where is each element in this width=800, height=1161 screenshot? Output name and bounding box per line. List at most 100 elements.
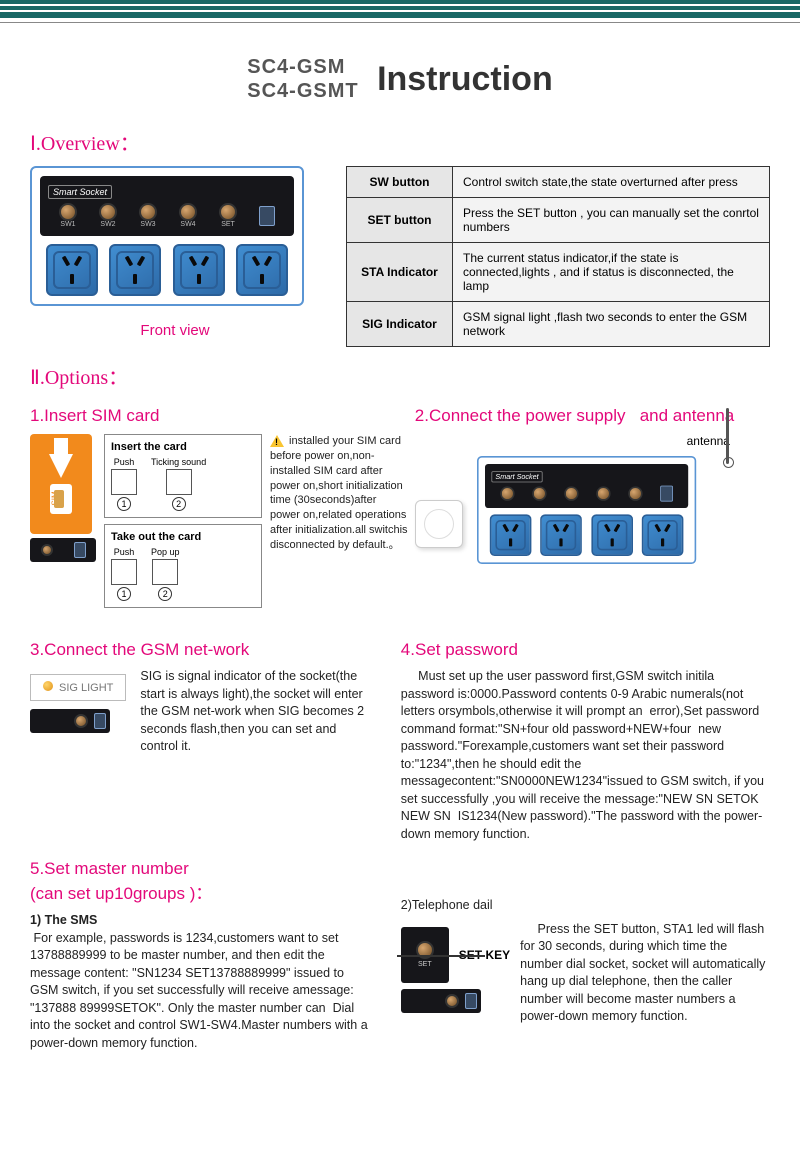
sig-light-label: SIG LIGHT (59, 682, 113, 694)
setkey-panel: SET (401, 927, 449, 983)
sig-dot-icon (43, 681, 53, 691)
device-with-antenna: Smart Socket (477, 456, 751, 591)
step2-heading: 2.Connect the power supply and antenna (415, 406, 770, 426)
table-row: SIG IndicatorGSM signal light ,flash two… (347, 302, 770, 347)
step3-heading: 3.Connect the GSM net-work (30, 640, 371, 660)
step1-column: 1.Insert SIM card SIM Insert the card (30, 400, 415, 614)
mini-strip (401, 989, 481, 1013)
front-view-label: Front view (30, 322, 320, 339)
step-num: 1 (117, 587, 131, 601)
knob-icon (99, 203, 117, 221)
knob-icon (41, 544, 53, 556)
password-text: Must set up the user password first,GSM … (401, 668, 770, 843)
table-row: SET buttonPress the SET button , you can… (347, 198, 770, 243)
spec-value: The current status indicator,if the stat… (453, 243, 770, 302)
plugs-row (40, 244, 294, 296)
step-num: 1 (117, 497, 131, 511)
knob-icon (179, 203, 197, 221)
title-area: SC4-GSM SC4-GSMT Instruction (30, 55, 770, 103)
warning-text: installed your SIM card before power on,… (270, 435, 408, 551)
spec-label: STA Indicator (347, 243, 453, 302)
arrow-down-icon (49, 454, 73, 478)
step5-column: 5.Set master number (can set up10groups … (30, 853, 371, 1052)
sim-slot-icon (74, 542, 86, 558)
antenna-icon (726, 408, 729, 464)
sms-text: For example, passwords is 1234,customers… (30, 930, 371, 1053)
step3-column: 3.Connect the GSM net-work SIG LIGHT SIG… (30, 634, 371, 843)
mini-strip (30, 709, 110, 733)
device-label: Smart Socket (48, 185, 112, 199)
top-border (0, 0, 800, 18)
device-illustration: Smart Socket (477, 456, 696, 564)
takeout-card-diag: Take out the card Push1 Pop up2 (104, 524, 262, 608)
push-label: Push (114, 547, 135, 557)
sim-text: SIM (51, 491, 60, 505)
insert-card-diag: Insert the card Push 1 Ticking sound 2 (104, 434, 262, 518)
wall-outlet-icon (415, 500, 463, 548)
sim-diagrams: Insert the card Push 1 Ticking sound 2 Tak… (104, 434, 262, 614)
tel-subheading: 2)Telephone dail (401, 897, 770, 915)
model-1: SC4-GSM (247, 55, 358, 79)
sim-chip-icon: SIM (50, 484, 72, 514)
knob-icon (74, 714, 88, 728)
gsm-text: SIG is signal indicator of the socket(th… (140, 668, 370, 756)
tick-label: Ticking sound (151, 457, 206, 467)
plug-icon (109, 244, 161, 296)
set-label: SET (418, 961, 432, 968)
spec-value: Control switch state,the state overturne… (453, 167, 770, 198)
spec-value: GSM signal light ,flash two seconds to e… (453, 302, 770, 347)
sim-slot-icon (465, 993, 477, 1009)
step4-heading: 4.Set password (401, 640, 770, 660)
sig-light-box: SIG LIGHT (30, 674, 126, 701)
spec-label: SW button (347, 167, 453, 198)
knob-icon (139, 203, 157, 221)
device-panel: Smart Socket SW1 SW2 SW3 SW4 SET (40, 176, 294, 236)
tel-column: 2)Telephone dail SET SET KEY (401, 853, 770, 1052)
mini-panel (30, 538, 96, 562)
step2-column: 2.Connect the power supply and antenna a… (415, 400, 770, 614)
knob-icon (59, 203, 77, 221)
overview-row: Smart Socket SW1 SW2 SW3 SW4 SET (30, 166, 770, 347)
spec-table-wrap: SW buttonControl switch state,the state … (346, 166, 770, 347)
sim-badge: SIM (30, 434, 92, 534)
device-illustration: Smart Socket SW1 SW2 SW3 SW4 SET (30, 166, 304, 306)
push-label: Push (114, 457, 135, 467)
knob-icon (416, 941, 434, 959)
step-num: 2 (172, 497, 186, 511)
sim-slot-icon (259, 206, 275, 226)
sim-slot-icon (94, 713, 106, 729)
spec-label: SET button (347, 198, 453, 243)
sms-subheading: 1) The SMS (30, 912, 371, 930)
options-row: 1.Insert SIM card SIM Insert the card (30, 400, 770, 614)
step-num: 2 (158, 587, 172, 601)
diag-title: Take out the card (111, 531, 255, 543)
setkey-diagram: SET SET KEY (401, 921, 510, 1013)
options-heading: Ⅱ.Options： (30, 361, 770, 390)
table-row: STA IndicatorThe current status indicato… (347, 243, 770, 302)
step1-heading: 1.Insert SIM card (30, 406, 415, 426)
spec-table: SW buttonControl switch state,the state … (346, 166, 770, 347)
plug-icon (173, 244, 225, 296)
plug-icon (46, 244, 98, 296)
model-codes: SC4-GSM SC4-GSMT (247, 55, 358, 103)
spec-value: Press the SET button , you can manually … (453, 198, 770, 243)
sig-diagram: SIG LIGHT (30, 668, 126, 756)
overview-heading: Ⅰ.Overview： (30, 127, 770, 156)
power-row: Smart Socket (415, 456, 770, 591)
rule-line (0, 22, 800, 23)
plug-icon (236, 244, 288, 296)
warning-icon (270, 435, 284, 447)
device-column: Smart Socket SW1 SW2 SW3 SW4 SET (30, 166, 320, 339)
row3: 3.Connect the GSM net-work SIG LIGHT SIG… (30, 634, 770, 843)
antenna-label: antenna (415, 434, 770, 448)
device-label: Smart Socket (491, 471, 542, 482)
diag-title: Insert the card (111, 441, 255, 453)
knob-icon (445, 994, 459, 1008)
model-2: SC4-GSMT (247, 79, 358, 103)
sim-warning: installed your SIM card before power on,… (270, 434, 415, 614)
row4: 5.Set master number (can set up10groups … (30, 853, 770, 1052)
tel-text: Press the SET button, STA1 led will flas… (520, 921, 770, 1026)
knob-icon (219, 203, 237, 221)
spec-label: SIG Indicator (347, 302, 453, 347)
sim-area: SIM Insert the card Push 1 Ticking sound 2 (30, 434, 415, 614)
